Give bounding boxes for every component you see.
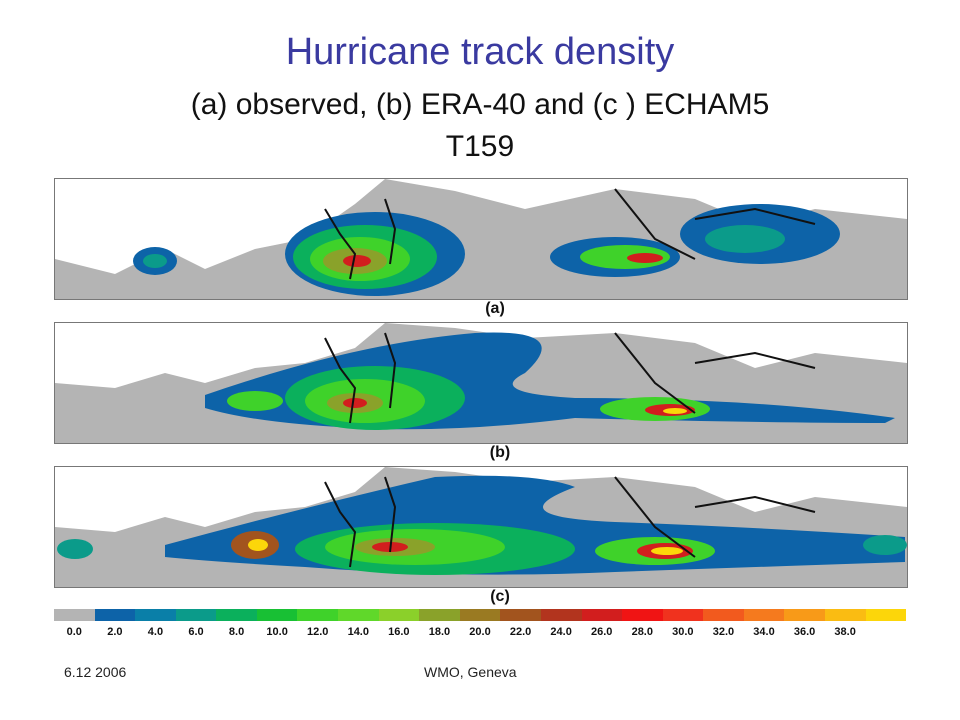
colorbar-swatch bbox=[865, 609, 907, 621]
colorbar-tick-label: 0.0 bbox=[66, 626, 82, 638]
colorbar-swatch bbox=[338, 609, 379, 621]
colorbar-swatch bbox=[459, 609, 501, 621]
map-panel-c bbox=[54, 466, 908, 588]
colorbar-tick-label: 32.0 bbox=[712, 626, 735, 638]
colorbar-swatch bbox=[622, 609, 663, 621]
colorbar-tick-label: 30.0 bbox=[672, 626, 694, 638]
footer-date: 6.12 2006 bbox=[64, 664, 127, 680]
subtitle-line-1: (a) observed, (b) ERA-40 and (c ) ECHAM5 bbox=[190, 88, 770, 121]
map-panel-a bbox=[54, 178, 908, 300]
slide-title: Hurricane track density bbox=[285, 31, 675, 73]
colorbar-tick-label: 18.0 bbox=[428, 626, 451, 638]
colorbar-tick-label: 16.0 bbox=[388, 626, 410, 638]
colorbar-swatch bbox=[743, 609, 785, 621]
slide-subtitle: (a) observed, (b) ERA-40 and (c ) ECHAM5… bbox=[0, 84, 960, 168]
colorbar-swatch bbox=[175, 609, 217, 621]
colorbar-swatch bbox=[540, 609, 582, 621]
colorbar-tick-label: 38.0 bbox=[834, 626, 856, 638]
colorbar-tick-label: 14.0 bbox=[347, 626, 369, 638]
map-panel-b bbox=[54, 322, 908, 444]
panel-label-c: (c) bbox=[490, 588, 510, 605]
colorbar-swatch bbox=[54, 609, 95, 621]
colorbar-ticks: 0.0 2.0 4.0 6.0 8.0 10.0 12.0 14.0 16.0 18.0 20.0 2… bbox=[44, 626, 896, 640]
colorbar-swatch bbox=[500, 609, 541, 621]
colorbar-tick-label: 12.0 bbox=[306, 626, 329, 638]
density-colorbar bbox=[54, 609, 907, 621]
colorbar-swatch bbox=[824, 609, 866, 621]
track-density-map-c bbox=[55, 467, 907, 575]
colorbar-tick-label: 24.0 bbox=[550, 626, 572, 638]
track-density-map-a bbox=[55, 179, 907, 296]
colorbar-swatch bbox=[135, 609, 176, 621]
colorbar-swatch bbox=[784, 609, 825, 621]
colorbar-tick-label: 20.0 bbox=[469, 626, 491, 638]
colorbar-tick-label: 10.0 bbox=[266, 626, 288, 638]
colorbar-swatch bbox=[256, 609, 298, 621]
colorbar-tick-label: 26.0 bbox=[590, 626, 613, 638]
colorbar-swatch bbox=[378, 609, 420, 621]
colorbar-swatch bbox=[419, 609, 460, 621]
colorbar-tick-label: 28.0 bbox=[631, 626, 653, 638]
panel-label-b: (b) bbox=[489, 444, 511, 461]
colorbar-swatch bbox=[297, 609, 339, 621]
colorbar-tick-label: 36.0 bbox=[793, 626, 816, 638]
colorbar-swatch bbox=[581, 609, 623, 621]
track-density-map-b bbox=[55, 323, 907, 430]
panel-label-a: (a) bbox=[485, 300, 505, 317]
subtitle-line-2: T159 bbox=[445, 130, 515, 163]
colorbar-tick-label: 34.0 bbox=[753, 626, 775, 638]
colorbar-tick-label: 22.0 bbox=[509, 626, 532, 638]
colorbar-swatch bbox=[216, 609, 257, 621]
colorbar-swatch bbox=[703, 609, 744, 621]
colorbar-tick-label: 4.0 bbox=[147, 626, 164, 638]
colorbar-tick-label: 2.0 bbox=[107, 626, 123, 638]
colorbar-swatch bbox=[662, 609, 704, 621]
colorbar-tick-label: 6.0 bbox=[188, 626, 204, 638]
colorbar-swatch bbox=[94, 609, 136, 621]
footer-venue: WMO, Geneva bbox=[424, 664, 517, 680]
colorbar-tick-label: 8.0 bbox=[228, 626, 245, 638]
